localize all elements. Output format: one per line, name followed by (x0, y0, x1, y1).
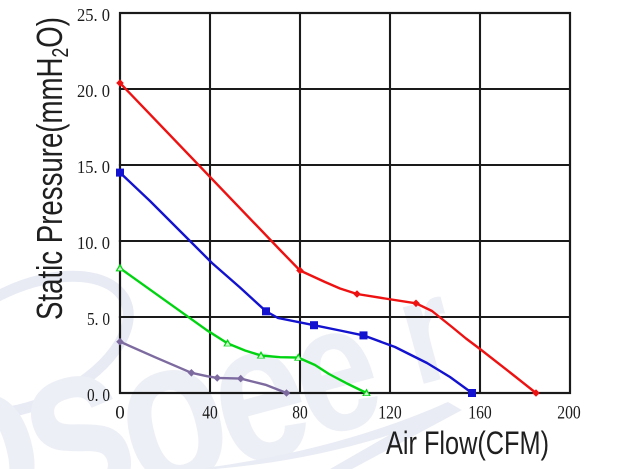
svg-text:20. 0: 20. 0 (77, 81, 110, 101)
svg-text:Static Pressure(mmH2O): Static Pressure(mmH2O) (29, 17, 73, 320)
svg-text:10. 0: 10. 0 (77, 233, 110, 253)
svg-text:40: 40 (202, 403, 218, 424)
svg-text:15. 0: 15. 0 (77, 157, 110, 177)
svg-text:Air Flow(CFM): Air Flow(CFM) (386, 425, 549, 461)
svg-text:5. 0: 5. 0 (87, 309, 110, 329)
svg-text:120: 120 (378, 403, 402, 424)
svg-text:80: 80 (292, 403, 308, 424)
svg-text:0. 0: 0. 0 (87, 385, 110, 405)
svg-text:200: 200 (557, 403, 581, 424)
svg-text:160: 160 (468, 403, 492, 424)
svg-text:25. 0: 25. 0 (77, 5, 110, 25)
svg-text:0: 0 (115, 403, 125, 424)
